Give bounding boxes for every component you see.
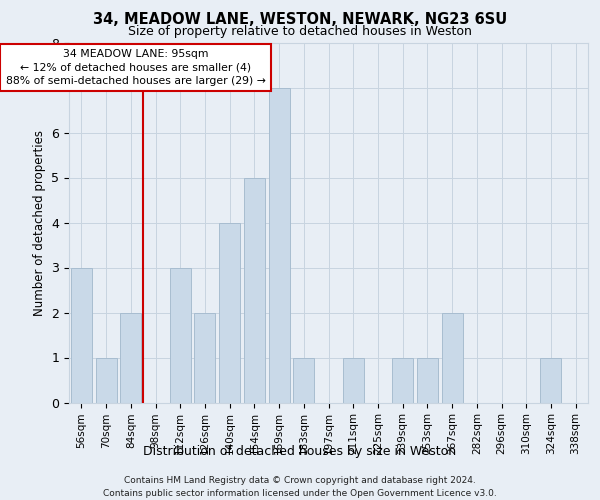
Text: Size of property relative to detached houses in Weston: Size of property relative to detached ho… bbox=[128, 25, 472, 38]
Bar bbox=[269, 88, 290, 403]
Bar bbox=[392, 358, 413, 403]
Bar bbox=[71, 268, 92, 402]
Bar bbox=[541, 358, 562, 403]
Bar bbox=[170, 268, 191, 402]
Text: 34 MEADOW LANE: 95sqm
← 12% of detached houses are smaller (4)
88% of semi-detac: 34 MEADOW LANE: 95sqm ← 12% of detached … bbox=[6, 50, 266, 86]
Bar bbox=[293, 358, 314, 403]
Bar bbox=[194, 312, 215, 402]
Bar bbox=[343, 358, 364, 403]
Bar bbox=[417, 358, 438, 403]
Text: Contains HM Land Registry data © Crown copyright and database right 2024.
Contai: Contains HM Land Registry data © Crown c… bbox=[103, 476, 497, 498]
Bar bbox=[120, 312, 141, 402]
Text: Distribution of detached houses by size in Weston: Distribution of detached houses by size … bbox=[143, 444, 457, 458]
Bar bbox=[95, 358, 116, 403]
Text: 34, MEADOW LANE, WESTON, NEWARK, NG23 6SU: 34, MEADOW LANE, WESTON, NEWARK, NG23 6S… bbox=[93, 12, 507, 28]
Bar bbox=[219, 222, 240, 402]
Bar bbox=[244, 178, 265, 402]
Bar bbox=[442, 312, 463, 402]
Y-axis label: Number of detached properties: Number of detached properties bbox=[33, 130, 46, 316]
